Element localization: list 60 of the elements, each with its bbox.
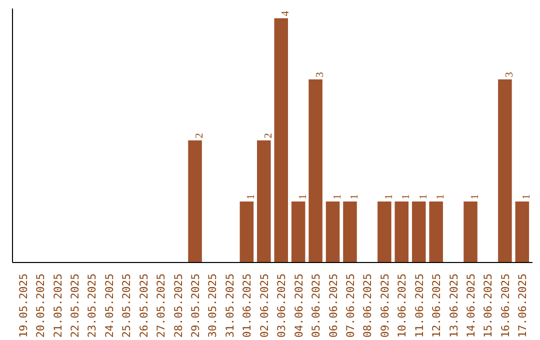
data-label: 1 (522, 194, 533, 200)
data-label: 3 (504, 72, 516, 78)
data-label: 1 (246, 194, 258, 200)
x-tick-label: 07.06.2025 (344, 274, 357, 338)
data-label: 1 (470, 194, 482, 200)
bar (308, 79, 322, 262)
x-tick-label: 25.05.2025 (120, 274, 134, 338)
x-tick-label: 28.05.2025 (172, 274, 185, 338)
bar (343, 201, 357, 262)
bar (412, 201, 426, 262)
bar (498, 79, 512, 262)
bar (240, 201, 254, 262)
x-tick-label: 14.06.2025 (464, 274, 478, 338)
bar (378, 201, 392, 262)
x-tick-label: 31.05.2025 (223, 274, 236, 338)
x-tick-label: 03.06.2025 (275, 274, 288, 338)
x-tick-label: 11.06.2025 (412, 274, 426, 338)
bar (515, 201, 530, 262)
bar (274, 18, 288, 262)
x-tick-label: 06.06.2025 (326, 274, 340, 338)
x-tick-label: 01.06.2025 (240, 274, 254, 338)
x-tick-label: 26.05.2025 (137, 274, 150, 338)
data-label: 1 (436, 194, 447, 200)
x-tick-label: 15.06.2025 (482, 274, 495, 338)
data-label: 2 (194, 133, 206, 138)
x-tick-label: 17.06.2025 (516, 274, 530, 338)
x-tick-label: 27.05.2025 (154, 274, 168, 338)
x-tick-label: 23.05.2025 (86, 274, 99, 338)
x-tick-label: 08.06.2025 (361, 274, 374, 338)
bar (429, 201, 443, 262)
x-tick-label: 30.05.2025 (206, 274, 220, 338)
x-tick-label: 12.06.2025 (430, 274, 444, 338)
data-label: 1 (332, 194, 344, 200)
data-label: 2 (263, 133, 274, 138)
bar (257, 140, 271, 262)
data-label: 1 (298, 194, 309, 200)
x-tick-label: 24.05.2025 (102, 274, 116, 338)
bar (291, 201, 306, 262)
bar (188, 140, 202, 262)
data-label: 1 (349, 194, 360, 200)
x-tick-label: 10.06.2025 (396, 274, 409, 338)
x-tick-label: 05.06.2025 (310, 274, 323, 338)
data-label: 3 (315, 72, 326, 78)
x-tick-label: 09.06.2025 (378, 274, 392, 338)
bar (464, 201, 478, 262)
x-tick-label: 29.05.2025 (189, 274, 202, 338)
x-tick-label: 13.06.2025 (447, 274, 460, 338)
data-label: 1 (418, 194, 430, 200)
x-tick-label: 16.06.2025 (498, 274, 512, 338)
bar (326, 201, 340, 262)
x-tick-label: 22.05.2025 (68, 274, 82, 338)
x-tick-label: 21.05.2025 (51, 274, 64, 338)
x-tick-label: 19.05.2025 (16, 274, 30, 338)
data-label: 1 (384, 194, 395, 200)
x-tick-label: 02.06.2025 (258, 274, 271, 338)
bar (394, 201, 409, 262)
x-tick-label: 04.06.2025 (292, 274, 306, 338)
data-label: 1 (401, 194, 412, 200)
data-label: 4 (280, 10, 292, 16)
x-tick-label: 20.05.2025 (34, 274, 48, 338)
